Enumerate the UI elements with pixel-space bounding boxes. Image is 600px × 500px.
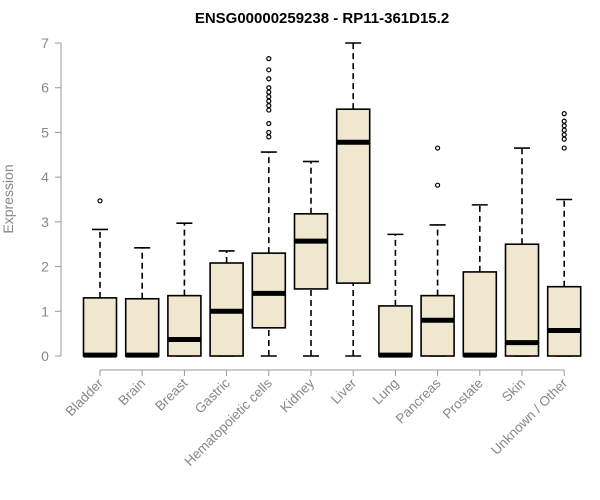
whiskers	[92, 42, 573, 357]
box	[82, 297, 118, 357]
box	[124, 297, 160, 357]
x-tick-label: Gastric	[192, 375, 233, 416]
y-axis-label: Expression	[0, 164, 16, 233]
outlier-point	[561, 132, 567, 138]
y-tick-label: 1	[41, 303, 49, 319]
box	[462, 271, 498, 357]
x-tick-label: Kidney	[277, 375, 317, 415]
outlier-point	[266, 85, 272, 91]
outlier-point	[266, 76, 272, 82]
box	[293, 213, 329, 290]
outlier-point	[266, 56, 272, 62]
outlier-point	[561, 118, 567, 124]
x-tick-label: Skin	[499, 376, 528, 405]
y-tick-label: 0	[41, 348, 49, 364]
x-tick-label: Bladder	[63, 375, 107, 419]
outlier-point	[561, 127, 567, 133]
boxes	[82, 108, 582, 358]
outlier-point	[266, 94, 272, 100]
box	[167, 294, 202, 357]
outlier-point	[97, 198, 103, 204]
box	[378, 305, 413, 357]
outlier-point	[435, 182, 441, 188]
outlier-point	[266, 67, 272, 73]
outlier-point	[561, 123, 567, 129]
y-tick-label: 2	[41, 259, 49, 275]
outlier-point	[266, 129, 272, 136]
outlier-point	[266, 98, 272, 104]
outlier-point	[561, 136, 567, 142]
outlier-point	[266, 120, 272, 127]
x-tick-label: Breast	[152, 375, 190, 413]
box	[504, 243, 540, 357]
outlier-point	[435, 145, 441, 151]
x-tick-label: Unknown / Other	[488, 375, 571, 458]
box	[420, 294, 455, 357]
x-tick-label: Prostate	[440, 376, 486, 422]
outliers	[97, 56, 567, 204]
y-axis: 0 1 2 3 4 5 6 7	[41, 35, 62, 364]
outlier-point	[266, 89, 272, 95]
y-tick-label: 7	[41, 35, 49, 51]
outlier-point	[561, 145, 567, 151]
y-tick-label: 5	[41, 124, 49, 140]
outlier-point	[266, 134, 272, 140]
x-tick-label: Liver	[328, 375, 360, 407]
outlier-point	[561, 111, 567, 117]
chart-title: ENSG00000259238 - RP11-361D15.2	[195, 10, 449, 27]
box	[251, 252, 287, 329]
y-tick-label: 3	[41, 214, 49, 230]
x-tick-label: Brain	[115, 376, 148, 409]
outlier-point	[266, 107, 272, 113]
x-tick-label: Lung	[370, 376, 402, 408]
outlier-point	[266, 102, 272, 109]
y-tick-label: 6	[41, 80, 49, 96]
box	[546, 285, 582, 357]
y-tick-label: 4	[41, 169, 49, 185]
x-tick-label: Pancreas	[393, 375, 444, 426]
box	[335, 108, 371, 284]
